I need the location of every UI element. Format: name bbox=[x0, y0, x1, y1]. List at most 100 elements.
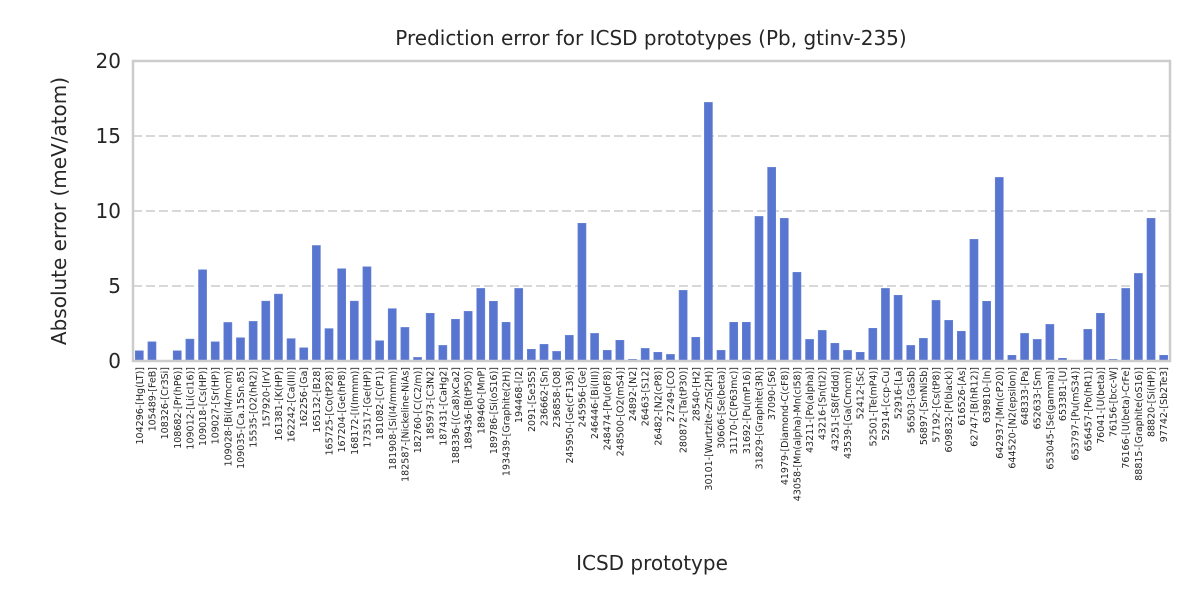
x-tick-label: 181082-[C(P1)] bbox=[375, 367, 386, 440]
x-tick-label: 609832-[P(black)] bbox=[944, 367, 955, 452]
x-tick-label: 280872-[Ta(tP30)] bbox=[679, 367, 690, 453]
x-tick-label: 30101-[Wurtzite-ZnS(2H)] bbox=[704, 367, 715, 491]
x-tick-label: 56503-[GaSb] bbox=[906, 367, 917, 433]
x-tick-label: 52412-[Sc] bbox=[856, 367, 867, 419]
x-tick-label: 653797-[Pu(mS34)] bbox=[1071, 367, 1082, 460]
x-axis-label: ICSD prototype bbox=[576, 551, 728, 575]
bar bbox=[337, 268, 347, 362]
bar bbox=[893, 294, 903, 362]
bar bbox=[931, 300, 941, 362]
x-tick-label: 165725-[Co(tP28)] bbox=[325, 367, 336, 456]
x-tick-label: 109012-[Li(cI16)] bbox=[185, 367, 196, 450]
x-tick-label: 194468-[I2] bbox=[514, 367, 525, 423]
x-tick-label: 88820-[Si(HP)] bbox=[1147, 367, 1158, 437]
bar bbox=[830, 342, 840, 362]
x-tick-label: 648333-[Pa] bbox=[1020, 367, 1031, 425]
bar bbox=[261, 300, 271, 362]
x-tick-label: 62747-[B(hR12)] bbox=[969, 367, 980, 447]
x-tick-label: 27249-[CO] bbox=[666, 367, 677, 422]
bar bbox=[590, 333, 599, 362]
x-tick-label: 162256-[Ga] bbox=[299, 367, 310, 427]
x-tick-label: 248474-[Pu(oF8)] bbox=[603, 367, 614, 450]
x-tick-label: 52501-[Te(mP4)] bbox=[868, 367, 879, 447]
x-tick-label: 616526-[As] bbox=[957, 367, 968, 426]
bar bbox=[868, 327, 878, 362]
x-tick-label: 52914-[ccp-Cu] bbox=[881, 367, 892, 441]
chart-title: Prediction error for ICSD prototypes (Pb… bbox=[395, 26, 906, 50]
x-tick-label: 52916-[La] bbox=[894, 367, 905, 419]
x-tick-label: 26463-[S12] bbox=[641, 367, 652, 426]
bar bbox=[716, 350, 726, 362]
y-tick-label: 0 bbox=[108, 349, 121, 373]
bar bbox=[1032, 339, 1042, 362]
x-tick-label: 236858-[O8] bbox=[552, 367, 563, 428]
x-tick-label: 28540-[H2] bbox=[691, 367, 702, 421]
bar bbox=[944, 320, 954, 362]
x-tick-label: 188336-[(Ca8)xCa2] bbox=[451, 367, 462, 464]
x-tick-label: 236662-[Sn] bbox=[540, 367, 551, 426]
bar bbox=[425, 312, 435, 362]
bar bbox=[185, 338, 195, 362]
bar bbox=[742, 321, 751, 362]
bar bbox=[552, 351, 561, 362]
bar bbox=[527, 348, 536, 362]
x-tick-label: 109018-[Cs(HP)] bbox=[198, 367, 209, 446]
x-tick-label: 43058-[Mn(alpha)-Mn(cI58)] bbox=[792, 367, 803, 501]
x-tick-label: 157920-[IrV] bbox=[261, 367, 272, 427]
bar bbox=[969, 239, 979, 362]
bar bbox=[805, 339, 814, 362]
x-tick-label: 245956-[Ge] bbox=[577, 367, 588, 427]
bar bbox=[147, 341, 157, 362]
bar bbox=[539, 344, 549, 362]
x-tick-label: 43251-[S8(Fddd)] bbox=[830, 367, 841, 451]
x-tick-label: 56897-[SmNiSb] bbox=[919, 367, 930, 445]
x-tick-label: 108326-[Cr3Si] bbox=[160, 367, 171, 439]
bar bbox=[210, 341, 220, 362]
bar bbox=[438, 345, 448, 362]
x-tick-label: 161381-[K(HP)] bbox=[274, 367, 285, 441]
bar bbox=[463, 311, 473, 362]
x-tick-label: 167204-[Ge(hP8)] bbox=[337, 367, 348, 453]
x-tick-label: 109027-[Sr(HP)] bbox=[211, 367, 222, 444]
bar bbox=[919, 338, 928, 362]
x-tick-label: 41979-[Diamond-C(cF8)] bbox=[780, 367, 791, 485]
bar bbox=[400, 327, 410, 362]
x-tick-label: 642937-[Mn(cP20)] bbox=[995, 367, 1006, 459]
x-tick-label: 108682-[Pr(hP6)] bbox=[173, 367, 184, 449]
bar bbox=[729, 321, 739, 362]
x-tick-label: 182587-[Nickeline-NiAs] bbox=[400, 367, 411, 482]
bar bbox=[640, 348, 650, 362]
bar bbox=[994, 177, 1004, 362]
x-tick-label: 165132-[B28] bbox=[312, 367, 323, 433]
bar bbox=[602, 350, 612, 362]
x-tick-label: 644520-[N2(epsilon)] bbox=[1007, 367, 1018, 469]
bar bbox=[324, 328, 334, 362]
bar bbox=[881, 288, 890, 362]
x-tick-label: 43216-[Sn(tI2)] bbox=[818, 367, 829, 440]
x-tick-label: 76041-[U(beta)] bbox=[1096, 367, 1107, 444]
bar bbox=[704, 102, 713, 362]
bar bbox=[286, 338, 296, 362]
bar bbox=[577, 223, 587, 362]
x-tick-label: 76166-[U(beta)-CrFe] bbox=[1121, 367, 1132, 469]
gridlines bbox=[133, 135, 1170, 287]
x-tick-label: 104296-[Hg(LT)] bbox=[135, 367, 146, 444]
x-tick-labels: 104296-[Hg(LT)] 105489-[FeB] 108326-[Cr3Si… bbox=[135, 367, 1170, 501]
bar bbox=[501, 321, 511, 362]
bar bbox=[1083, 329, 1093, 362]
x-tick-label: 248500-[O2(mS4)] bbox=[615, 367, 626, 456]
x-tick-label: 2091-[Se3S5] bbox=[527, 367, 538, 432]
x-tick-label: 173517-[Ge(HP)] bbox=[362, 367, 373, 448]
x-tick-label: 43211-[Po(alpha)] bbox=[805, 367, 816, 453]
bar bbox=[956, 330, 966, 362]
y-tick-label: 20 bbox=[96, 49, 121, 73]
x-tick-label: 193439-[Graphite(2H)] bbox=[502, 367, 513, 476]
bar bbox=[779, 218, 789, 362]
x-tick-label: 109028-[Bi(I4/mcm)] bbox=[223, 367, 234, 466]
x-tick-label: 653045-[Se(gamma)] bbox=[1045, 367, 1056, 470]
bar bbox=[678, 290, 688, 362]
bar bbox=[362, 266, 372, 362]
bar bbox=[855, 351, 865, 362]
bar bbox=[1134, 273, 1143, 362]
